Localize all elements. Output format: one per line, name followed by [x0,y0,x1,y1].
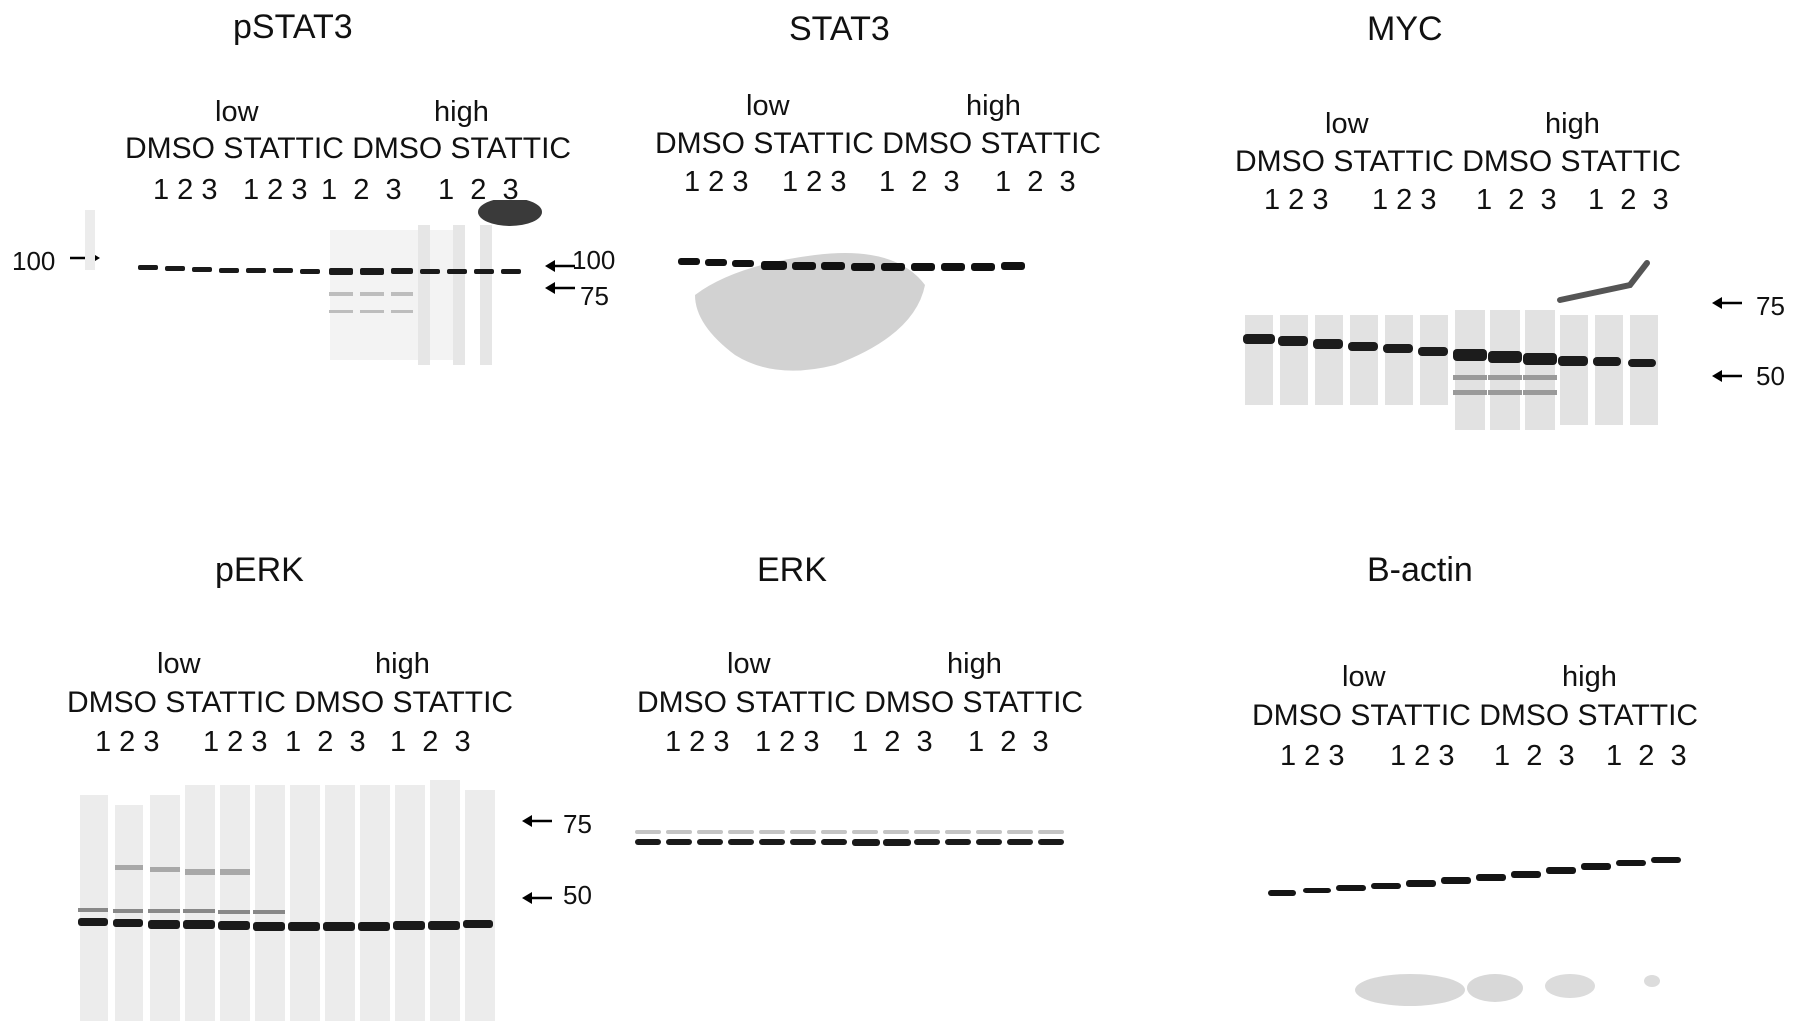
marker-label-50: 50 [563,880,592,910]
blot-image-erk [635,830,1064,846]
group-label-low: low [215,96,259,128]
lane-numbers-low-stattic: 1 2 3 [1372,184,1437,216]
blot-image-myc [1243,260,1658,430]
group-label-high: high [966,90,1021,122]
group-label-high: high [1545,108,1600,140]
lane-numbers-high-dmso: 1 2 3 [879,166,960,198]
lane-numbers-low-dmso: 1 2 3 [153,174,218,206]
group-label-low: low [1325,108,1369,140]
marker-label-100-right: 100 [572,245,616,275]
lane-numbers-high-stattic: 1 2 3 [438,174,519,206]
marker-label-50: 50 [1756,361,1785,391]
panel-title-stat3: STAT3 [789,10,890,48]
treatment-labels: DMSO STATTIC DMSO STATTIC [655,127,1102,160]
panel-title-perk: pERK [215,551,304,589]
lane-numbers-low-dmso: 1 2 3 [684,166,749,198]
group-label-low: low [1342,661,1386,693]
group-label-high: high [1562,661,1617,693]
marker-arrow-icon [522,815,552,827]
lane-numbers-low-dmso: 1 2 3 [95,726,160,758]
lane-numbers-low-dmso: 1 2 3 [1280,740,1345,772]
treatment-labels: DMSO STATTIC DMSO STATTIC [1235,145,1682,178]
blot-image-stat3 [678,253,1025,371]
lane-numbers-low-stattic: 1 2 3 [203,726,268,758]
group-label-high: high [434,96,489,128]
group-label-low: low [727,648,771,680]
lane-numbers-low-stattic: 1 2 3 [1390,740,1455,772]
lane-numbers-low-dmso: 1 2 3 [665,726,730,758]
group-label-high: high [947,648,1002,680]
lane-numbers-high-dmso: 1 2 3 [1494,740,1575,772]
lane-numbers-high-stattic: 1 2 3 [390,726,471,758]
panel-title-b-actin: B-actin [1367,551,1473,589]
treatment-labels: DMSO STATTIC DMSO STATTIC [1252,699,1699,732]
panel-title-erk: ERK [757,551,827,589]
lane-numbers-low-stattic: 1 2 3 [755,726,820,758]
lane-numbers-high-dmso: 1 2 3 [1476,184,1557,216]
marker-arrow-icon [1712,370,1742,382]
blot-image-pstat3 [85,200,542,365]
marker-label-75-right: 75 [580,281,609,311]
marker-label-100-left: 100 [12,246,56,276]
lane-numbers-high-stattic: 1 2 3 [995,166,1076,198]
lane-numbers-high-dmso: 1 2 3 [321,174,402,206]
group-label-low: low [746,90,790,122]
marker-arrow-icon [545,282,575,294]
treatment-labels: DMSO STATTIC DMSO STATTIC [637,686,1084,719]
marker-label-75: 75 [1756,291,1785,321]
lane-numbers-high-stattic: 1 2 3 [968,726,1049,758]
lane-numbers-high-stattic: 1 2 3 [1606,740,1687,772]
lane-numbers-low-stattic: 1 2 3 [243,174,308,206]
lane-numbers-low-stattic: 1 2 3 [782,166,847,198]
blot-image-perk [78,780,495,1021]
marker-label-75: 75 [563,809,592,839]
lane-numbers-low-dmso: 1 2 3 [1264,184,1329,216]
panel-title-myc: MYC [1367,10,1443,48]
group-label-high: high [375,648,430,680]
lane-numbers-high-dmso: 1 2 3 [852,726,933,758]
panel-title-pstat3: pSTAT3 [233,8,353,46]
marker-arrow-icon [522,892,552,904]
marker-arrow-icon [545,260,575,272]
blot-image-b-actin [1268,857,1681,1006]
lane-numbers-high-stattic: 1 2 3 [1588,184,1669,216]
treatment-labels: DMSO STATTIC DMSO STATTIC [67,686,514,719]
marker-arrow-icon [1712,297,1742,309]
treatment-labels: DMSO STATTIC DMSO STATTIC [125,132,572,165]
lane-numbers-high-dmso: 1 2 3 [285,726,366,758]
group-label-low: low [157,648,201,680]
